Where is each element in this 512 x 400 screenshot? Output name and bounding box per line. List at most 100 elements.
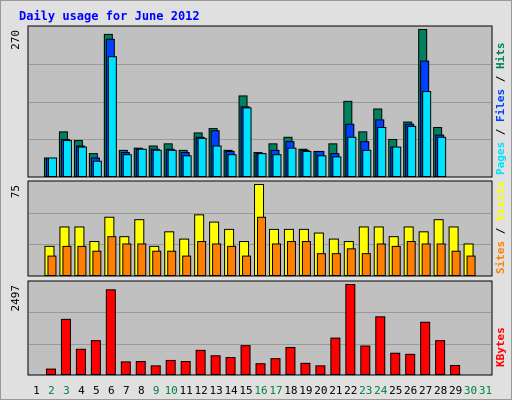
sites-bar-day-17 [271, 243, 281, 277]
x-tick-label-day-14: 14 [224, 384, 238, 397]
pages-bar-day-8 [137, 148, 147, 177]
sites-bar-day-9 [152, 250, 162, 277]
kbytes-bar-day-7 [120, 361, 131, 375]
pages-bar-day-25 [392, 146, 402, 178]
kbytes-bar-day-4 [75, 348, 86, 375]
x-tick-label-day-16: 16 [254, 384, 267, 397]
sites-bar-day-15 [242, 255, 252, 277]
pages-bar-day-13 [212, 145, 222, 177]
kbytes-bar-day-29 [450, 364, 461, 376]
pages-bar-day-21 [332, 156, 342, 177]
x-tick-label-day-27: 27 [419, 384, 432, 397]
sites-bar-day-22 [346, 248, 356, 277]
sites-bar-day-30 [466, 255, 476, 277]
sites-bar-day-25 [391, 245, 401, 277]
kbytes-bar-day-8 [135, 361, 146, 375]
sites-bar-day-12 [197, 241, 207, 277]
sites-bar-day-27 [421, 243, 431, 277]
kbytes-bar-day-20 [315, 365, 326, 375]
sites-bar-day-5 [92, 250, 102, 277]
x-tick-label-day-29: 29 [449, 384, 462, 397]
x-tick-label-day-24: 24 [374, 384, 388, 397]
sites-bar-day-28 [436, 243, 446, 277]
x-tick-label-day-28: 28 [434, 384, 447, 397]
kbytes-bar-day-25 [390, 352, 401, 375]
x-tick-label-day-30: 30 [464, 384, 477, 397]
pages-bar-day-15 [242, 107, 252, 177]
sites-bar-day-13 [212, 243, 222, 277]
x-tick-label-day-22: 22 [344, 384, 357, 397]
x-tick-label-day-19: 19 [299, 384, 312, 397]
pages-bar-day-7 [122, 154, 132, 178]
kbytes-bar-day-27 [420, 321, 431, 375]
x-tick-label-day-9: 9 [153, 384, 160, 397]
pages-bar-day-14 [227, 154, 237, 178]
sites-bar-day-11 [182, 255, 192, 277]
kbytes-bar-day-26 [405, 353, 416, 375]
x-tick-label-day-10: 10 [165, 384, 178, 397]
x-tick-label-day-8: 8 [138, 384, 145, 397]
kbytes-bar-day-15 [240, 345, 251, 376]
x-tick-label-day-23: 23 [359, 384, 372, 397]
pages-bar-day-6 [107, 56, 117, 177]
x-tick-label-day-13: 13 [209, 384, 222, 397]
kbytes-bar-day-23 [360, 345, 371, 375]
pages-bar-day-17 [272, 154, 282, 178]
sites-bar-day-24 [376, 243, 386, 277]
sites-bar-day-10 [167, 250, 177, 277]
chart-title: Daily usage for June 2012 [19, 9, 200, 23]
kbytes-bar-day-6 [105, 289, 116, 376]
pages-bar-day-9 [152, 149, 162, 178]
pages-bar-day-22 [347, 136, 357, 178]
x-tick-label-day-7: 7 [123, 384, 130, 397]
sites-bar-day-20 [316, 253, 326, 277]
pages-bar-day-4 [77, 146, 87, 178]
sites-bar-day-8 [137, 243, 147, 277]
x-tick-label-day-26: 26 [404, 384, 417, 397]
pages-bar-day-24 [377, 127, 387, 177]
kbytes-bar-day-9 [150, 365, 161, 375]
x-tick-label-day-2: 2 [48, 384, 55, 397]
pages-bar-day-16 [257, 153, 267, 177]
x-tick-label-day-17: 17 [269, 384, 282, 397]
x-tick-label-day-25: 25 [389, 384, 402, 397]
sites-bar-day-18 [286, 241, 296, 277]
pages-bar-day-20 [317, 155, 327, 177]
x-tick-label-day-18: 18 [284, 384, 297, 397]
x-tick-label-day-6: 6 [108, 384, 115, 397]
pages-bar-day-2 [47, 157, 57, 178]
pages-bar-day-19 [302, 150, 312, 177]
x-tick-label-day-21: 21 [329, 384, 342, 397]
sites-bar-day-16 [257, 216, 267, 276]
kbytes-bar-day-5 [90, 340, 101, 376]
sites-bar-day-26 [406, 241, 416, 277]
kbytes-bar-day-22 [345, 284, 356, 375]
kbytes-bar-day-18 [285, 346, 296, 375]
legend-pages-files-hits: Pages / Files / Hits [494, 43, 507, 176]
panel-3-ymax-label: 2497 [9, 285, 22, 312]
sites-bar-day-7 [122, 243, 132, 277]
pages-bar-day-27 [422, 91, 432, 177]
kbytes-bar-day-24 [375, 316, 386, 376]
x-tick-label-day-20: 20 [314, 384, 327, 397]
sites-bar-day-19 [301, 241, 311, 277]
x-tick-label-day-5: 5 [93, 384, 100, 397]
kbytes-bar-day-16 [255, 363, 266, 375]
pages-bar-day-11 [182, 155, 192, 177]
x-tick-label-day-4: 4 [78, 384, 85, 397]
pages-bar-day-3 [62, 140, 72, 177]
kbytes-bar-day-13 [210, 355, 221, 375]
sites-bar-day-2 [47, 255, 57, 277]
x-tick-label-day-15: 15 [239, 384, 252, 397]
kbytes-bar-day-14 [225, 357, 236, 375]
pages-bar-day-23 [362, 149, 372, 178]
sites-bar-day-23 [361, 253, 371, 277]
kbytes-bar-day-28 [435, 340, 446, 376]
pages-bar-day-10 [167, 149, 177, 178]
x-tick-label-day-3: 3 [63, 384, 70, 397]
sites-bar-day-4 [77, 245, 87, 277]
pages-bar-day-28 [437, 136, 447, 178]
kbytes-bar-day-2 [45, 368, 56, 375]
